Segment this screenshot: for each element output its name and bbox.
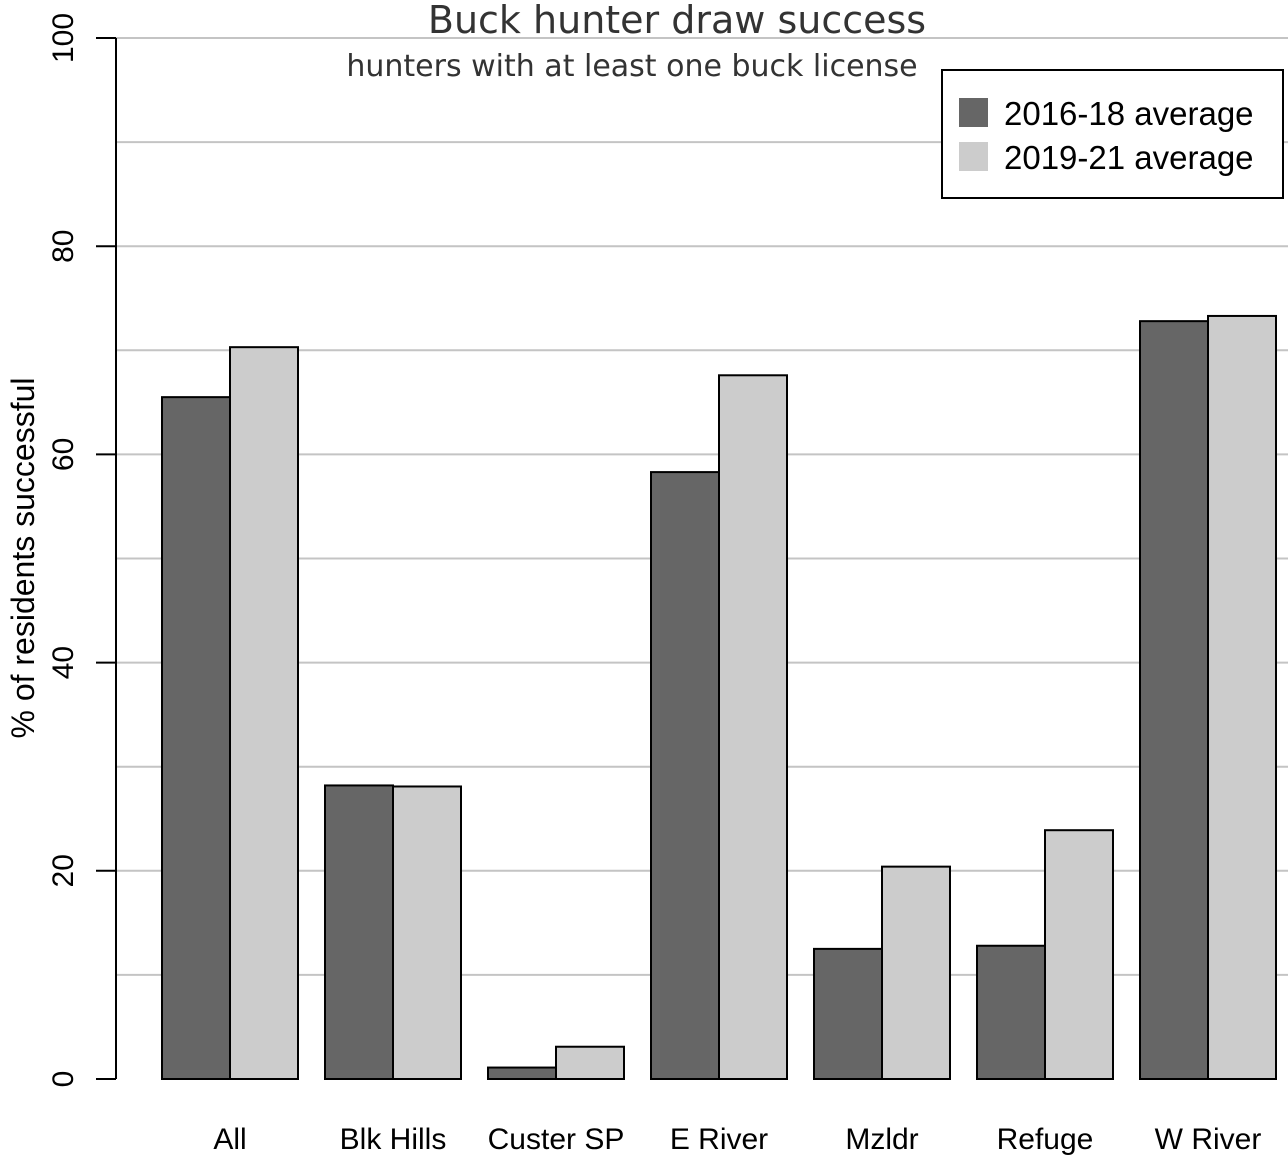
category-label: E River <box>670 1123 768 1156</box>
y-tick-label: 20 <box>47 854 80 887</box>
legend-swatch-2016-18 <box>959 98 988 127</box>
category-label: Mzldr <box>845 1123 918 1156</box>
y-tick-label: 40 <box>47 646 80 679</box>
bar-all-series-2 <box>229 346 299 1080</box>
category-label: W River <box>1155 1123 1262 1156</box>
bar-mzldr-series-1 <box>813 947 883 1080</box>
y-tick-label: 0 <box>47 1071 80 1088</box>
legend-box <box>941 69 1284 199</box>
y-axis-label: % of residents successful <box>5 377 41 738</box>
bar-refuge-series-1 <box>976 944 1046 1081</box>
category-label: Custer SP <box>488 1123 625 1156</box>
chart-title: Buck hunter draw success <box>428 0 926 42</box>
bar-e-river-series-2 <box>718 374 788 1080</box>
y-tick-label: 80 <box>47 230 80 263</box>
bar-all-series-1 <box>161 396 231 1080</box>
chart-subtitle: hunters with at least one buck license <box>346 49 917 84</box>
y-axis: 0 20 40 60 80 100 <box>47 13 117 1088</box>
category-labels: All Blk Hills Custer SP E River Mzldr Refuge W… <box>213 1123 1261 1156</box>
legend-label-2016-18: 2016-18 average <box>1004 95 1254 132</box>
category-label: Refuge <box>997 1123 1094 1156</box>
bar-refuge-series-2 <box>1044 829 1114 1080</box>
bar-custer-sp-series-2 <box>555 1045 625 1081</box>
y-tick-label: 100 <box>47 13 80 63</box>
bars <box>161 314 1277 1081</box>
category-label: Blk Hills <box>340 1123 447 1156</box>
legend-swatch-2019-21 <box>959 142 988 171</box>
bar-e-river-series-1 <box>650 471 720 1080</box>
bar-custer-sp-series-1 <box>487 1066 557 1080</box>
category-label: All <box>213 1123 246 1156</box>
bar-blk-hills-series-1 <box>324 784 394 1080</box>
bar-blk-hills-series-2 <box>392 785 462 1080</box>
legend: 2016-18 average 2019-21 average <box>941 69 1284 199</box>
bar-w-river-series-2 <box>1207 314 1277 1080</box>
bar-mzldr-series-2 <box>881 865 951 1080</box>
bar-w-river-series-1 <box>1139 320 1209 1081</box>
y-tick-label: 60 <box>47 438 80 471</box>
legend-label-2019-21: 2019-21 average <box>1004 139 1254 176</box>
